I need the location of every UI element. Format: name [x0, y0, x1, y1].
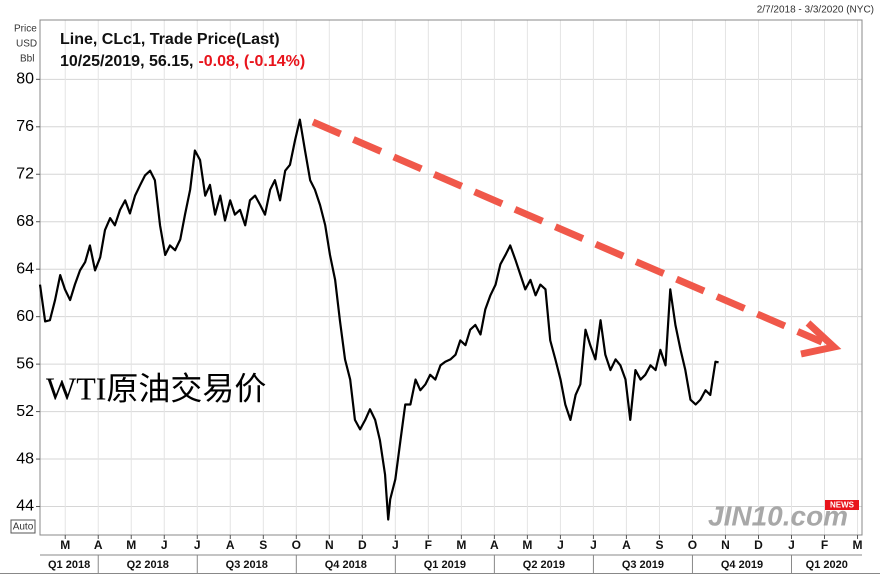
quarter-label: Q4 2019	[721, 559, 763, 571]
y-tick-label: 64	[16, 260, 34, 277]
x-tick-label: M	[853, 538, 863, 552]
price-line	[38, 118, 719, 521]
trend-arrow-head	[800, 320, 842, 358]
y-tick-label: 60	[16, 308, 34, 325]
x-tick-label: J	[788, 538, 795, 552]
x-tick-label: A	[490, 538, 499, 552]
watermark-badge: NEWS	[830, 501, 855, 510]
x-tick-label: F	[821, 538, 828, 552]
trend-arrow	[311, 118, 842, 358]
quarter-label: Q3 2019	[622, 559, 664, 571]
auto-button[interactable]	[10, 519, 36, 534]
last-price: 10/25/2019, 56.15,	[60, 53, 193, 70]
series	[38, 118, 719, 521]
quarter-label: Q1 2018	[48, 559, 90, 571]
quarter-label: Q4 2018	[325, 559, 367, 571]
x-tick-label: J	[392, 538, 399, 552]
y-label-price: Price	[14, 24, 37, 35]
chart-title: Line, CLc1, Trade Price(Last)	[60, 31, 280, 48]
y-tick-label: 76	[16, 118, 34, 135]
quarter-label: Q1 2020	[806, 559, 848, 571]
x-tick-label: M	[456, 538, 466, 552]
x-tick-label: M	[60, 538, 70, 552]
x-tick-label: J	[557, 538, 564, 552]
price-change: -0.08, (-0.14%)	[198, 53, 305, 70]
x-tick-label: D	[358, 538, 367, 552]
y-label-bbl: Bbl	[20, 54, 34, 65]
annotation: WTI原油交易价	[46, 370, 266, 406]
x-tick-label: S	[259, 538, 267, 552]
x-tick-label: M	[126, 538, 136, 552]
plot-frame	[39, 19, 863, 536]
x-tick-label: A	[226, 538, 235, 552]
y-tick-label: 44	[16, 498, 34, 515]
x-tick-label: A	[622, 538, 631, 552]
grid	[40, 20, 862, 535]
quarter-label: Q3 2018	[226, 559, 268, 571]
x-tick-label: N	[325, 538, 334, 552]
y-label-usd: USD	[16, 39, 37, 50]
quarter-label: Q1 2019	[424, 559, 466, 571]
quarter-label: Q2 2019	[523, 559, 565, 571]
x-tick-label: J	[161, 538, 168, 552]
quarter-label: Q2 2018	[127, 559, 169, 571]
x-tick-label: M	[522, 538, 532, 552]
y-tick-label: 72	[16, 165, 34, 182]
x-tick-label: A	[94, 538, 103, 552]
x-tick-label: O	[688, 538, 697, 552]
date-range: 2/7/2018 - 3/3/2020 (NYC)	[757, 5, 874, 16]
x-tick-label: O	[292, 538, 301, 552]
y-tick-label: 56	[16, 355, 34, 372]
watermark-badge-bg	[825, 500, 859, 510]
x-tick-label: S	[655, 538, 663, 552]
y-tick-label: 68	[16, 213, 34, 230]
auto-button-label[interactable]: Auto	[13, 522, 34, 533]
x-tick-label: N	[721, 538, 730, 552]
y-tick-label: 80	[16, 71, 34, 88]
chart-subtitle: 10/25/2019, 56.15, -0.08, (-0.14%)	[60, 53, 305, 70]
x-tick-label: D	[754, 538, 763, 552]
watermark: JIN10.com	[708, 500, 848, 531]
x-tick-label: J	[194, 538, 201, 552]
x-tick-label: F	[425, 538, 432, 552]
trend-arrow-line	[311, 118, 824, 346]
x-tick-label: J	[590, 538, 597, 552]
y-tick-label: 48	[16, 450, 34, 467]
y-tick-label: 52	[16, 403, 34, 420]
